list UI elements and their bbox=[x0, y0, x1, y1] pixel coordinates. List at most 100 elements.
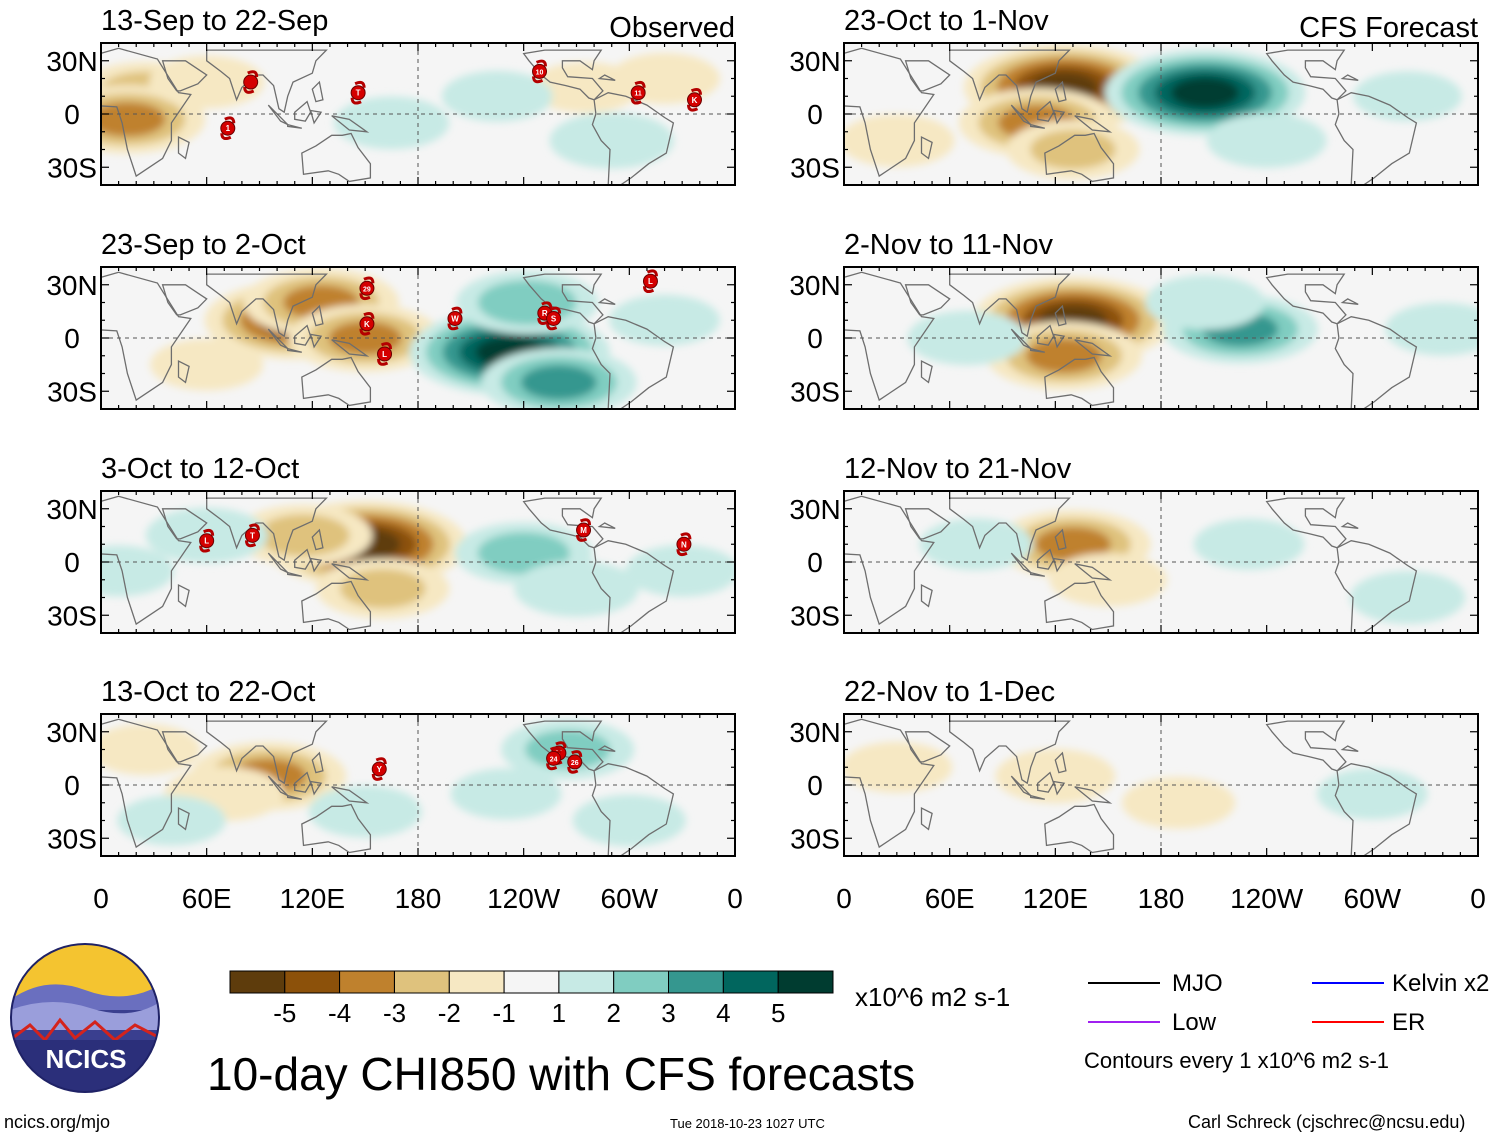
landmass-2 bbox=[161, 731, 208, 763]
landmass-11 bbox=[1334, 92, 1418, 185]
coastlines bbox=[101, 271, 675, 409]
landmass-3 bbox=[206, 49, 328, 114]
landmass-4 bbox=[1010, 775, 1032, 797]
landmass-9 bbox=[301, 356, 372, 407]
y-tick-label: 30S bbox=[47, 152, 97, 183]
y-tick-label: 30S bbox=[790, 152, 840, 183]
y-tick-label: 0 bbox=[64, 99, 80, 130]
storm-marker: N bbox=[676, 532, 692, 557]
storm-marker: M bbox=[576, 518, 592, 542]
colorbar-swatch bbox=[229, 970, 286, 994]
y-tick-label: 30N bbox=[46, 717, 97, 748]
colorbar-tick-label: 3 bbox=[661, 998, 675, 1028]
storm-id: L bbox=[648, 277, 653, 286]
footer-timestamp: Tue 2018-10-23 1027 UTC bbox=[670, 1116, 825, 1131]
landmass-5 bbox=[294, 771, 312, 793]
anomaly-contour-4-level-1 bbox=[308, 785, 422, 838]
map-panel-1: 1 T 10 11 K 30N 0 30S 13-Sep to 22-Sep Observed bbox=[46, 5, 736, 186]
storm-id: 1 bbox=[226, 124, 231, 133]
y-tick-label: 0 bbox=[807, 323, 823, 354]
landmass-12 bbox=[177, 807, 190, 831]
storm-marker: 10 bbox=[532, 59, 548, 84]
landmass-10 bbox=[1265, 497, 1347, 549]
y-tick-label: 30S bbox=[47, 376, 97, 407]
landmass-12 bbox=[920, 584, 933, 608]
landmass-13 bbox=[311, 80, 324, 103]
storm-id: 29 bbox=[363, 286, 371, 293]
anomaly-contour-6-level-1 bbox=[441, 70, 553, 122]
x-tick-label: 120E bbox=[280, 883, 345, 914]
landmass-3 bbox=[949, 720, 1071, 785]
storm-id: N bbox=[681, 540, 687, 549]
landmass-13 bbox=[311, 751, 324, 774]
storm-marker: 29 bbox=[359, 276, 375, 301]
y-tick-label: 30N bbox=[789, 46, 840, 77]
map-panel-3: L T M N 30N 0 30S 3-Oct to 12-Oct bbox=[46, 453, 736, 634]
landmass-13 bbox=[1054, 751, 1067, 774]
landmass-3 bbox=[949, 273, 1071, 338]
storm-id: W bbox=[451, 314, 459, 323]
landmass-12 bbox=[920, 360, 933, 384]
contour-note: Contours every 1 x10^6 m2 s-1 bbox=[1084, 1048, 1389, 1073]
y-tick-label: 0 bbox=[64, 770, 80, 801]
landmass-14 bbox=[1340, 745, 1359, 752]
anomaly-contour-3-level-2 bbox=[1030, 130, 1116, 169]
landmass-7 bbox=[309, 109, 323, 125]
landmass-10 bbox=[522, 720, 604, 772]
storm-marker: Y bbox=[371, 757, 387, 781]
anomaly-contour-7-level-2 bbox=[477, 280, 577, 325]
panel-period-label: 23-Sep to 2-Oct bbox=[101, 229, 306, 261]
anomaly-contour-8-level-1 bbox=[625, 544, 735, 597]
x-tick-label: 0 bbox=[836, 883, 852, 914]
x-tick-label: 120W bbox=[487, 883, 561, 914]
landmass-6 bbox=[287, 123, 302, 129]
colorbar-swatch bbox=[339, 970, 395, 994]
landmass-11 bbox=[1334, 763, 1418, 856]
x-tick-label: 180 bbox=[1138, 883, 1185, 914]
storm-id: 10 bbox=[536, 69, 544, 76]
landmass-3 bbox=[206, 720, 328, 785]
anomaly-contour-3-level-2 bbox=[340, 569, 426, 609]
landmass-1 bbox=[844, 495, 935, 626]
colorbar-tick-label: -1 bbox=[493, 998, 516, 1028]
landmass-2 bbox=[161, 284, 208, 316]
colorbar: -5 -4 -3 -2 -1 1 2 3 4 5 bbox=[229, 970, 834, 1028]
y-tick-label: 30S bbox=[47, 823, 97, 854]
colorbar-tick-label: 4 bbox=[716, 998, 730, 1028]
x-tick-label: 0 bbox=[727, 883, 743, 914]
storm-marker: W bbox=[447, 306, 463, 331]
landmass-3 bbox=[949, 49, 1071, 114]
y-tick-label: 30N bbox=[789, 270, 840, 301]
landmass-13 bbox=[311, 528, 324, 551]
anomaly-contour-7-level-1 bbox=[1353, 71, 1462, 122]
anomaly-contour-7-level-1 bbox=[514, 560, 639, 617]
storm-id: K bbox=[692, 96, 698, 105]
landmass-4 bbox=[1010, 104, 1032, 126]
anomaly-contour-5-level-1 bbox=[1206, 113, 1327, 168]
landmass-13 bbox=[1054, 528, 1067, 551]
anomaly-contour-5-level-1 bbox=[101, 545, 174, 597]
panel-period-label: 13-Oct to 22-Oct bbox=[101, 676, 315, 708]
x-tick-label: 120E bbox=[1023, 883, 1088, 914]
y-tick-label: 30S bbox=[790, 376, 840, 407]
landmass-5 bbox=[294, 100, 312, 122]
anomaly-contour-6-level-1 bbox=[1385, 302, 1478, 356]
anomaly-contour-4-level-5 bbox=[1171, 77, 1239, 108]
landmass-11 bbox=[591, 316, 675, 409]
storm-marker: T bbox=[244, 523, 260, 548]
coastlines bbox=[844, 495, 1418, 633]
colorbar-swatch bbox=[503, 970, 560, 994]
anomaly-contour-4-level-1 bbox=[1145, 275, 1265, 330]
anomaly-contour-2-level-2 bbox=[257, 514, 350, 557]
landmass-1 bbox=[844, 718, 935, 849]
landmass-8 bbox=[1074, 115, 1113, 133]
colorbar-swatch bbox=[613, 970, 670, 994]
landmass-7 bbox=[309, 333, 323, 349]
y-tick-label: 0 bbox=[807, 770, 823, 801]
y-tick-label: 30S bbox=[790, 823, 840, 854]
map-panel-7: 30N 0 30S 12-Nov to 21-Nov bbox=[789, 453, 1479, 634]
map-panel-4: YT242630N030S13-Oct to 22-Oct060E120E180… bbox=[46, 676, 742, 914]
storm-id: 24 bbox=[550, 756, 558, 763]
landmass-5 bbox=[294, 548, 312, 570]
x-tick-label: 0 bbox=[93, 883, 109, 914]
